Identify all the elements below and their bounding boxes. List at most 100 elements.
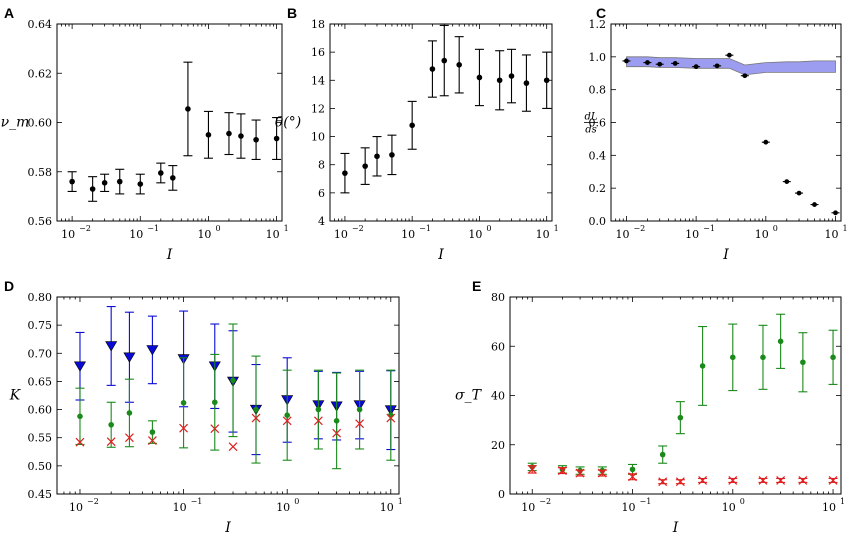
axes-frame — [56, 23, 283, 222]
y-tick-label: 0.4 — [589, 149, 607, 162]
data-point-x — [124, 433, 134, 443]
panel-letter: D — [4, 278, 14, 294]
data-point — [116, 178, 123, 185]
x-tick-exponent: 1 — [840, 497, 845, 506]
y-tick-label: 0.0 — [589, 215, 607, 228]
data-point — [657, 61, 663, 67]
x-tick-exponent: 1 — [284, 224, 289, 233]
x-tick-exponent: 1 — [398, 497, 403, 506]
data-point-x — [776, 476, 786, 485]
data-point — [830, 354, 836, 361]
data-point — [101, 180, 108, 186]
data-point-x — [527, 464, 537, 474]
x-axis-label: I — [166, 247, 173, 263]
data-point-x — [251, 413, 261, 423]
panel-D: D 10 −2 10 −1 10 0 10 1 0.45 0.50 0.55 0.60 0.65 0.70 0… — [4, 278, 403, 533]
x-tick-exponent: −2 — [87, 497, 99, 506]
x-tick-exponent: −1 — [419, 224, 431, 233]
x-tick-label: 10 — [69, 501, 83, 514]
y-tick-label: 0.60 — [28, 117, 53, 130]
data-point-x — [828, 476, 838, 485]
data-point — [763, 139, 769, 145]
data-point — [777, 338, 784, 345]
data-point-x — [658, 477, 668, 487]
axes-frame — [56, 296, 400, 495]
y-tick-label: 0.70 — [28, 347, 53, 360]
data-point — [230, 377, 236, 384]
x-tick-exponent: −2 — [352, 224, 364, 233]
data-point — [253, 406, 259, 413]
x-tick-exponent: −1 — [640, 497, 652, 506]
data-point-x — [758, 476, 768, 485]
data-point-x — [147, 436, 157, 445]
confidence-band — [626, 56, 836, 76]
data-point — [273, 135, 280, 142]
data-point — [659, 451, 666, 458]
series-theta — [340, 24, 552, 194]
y-tick-label: 60 — [491, 340, 505, 353]
data-point-x — [228, 442, 238, 452]
x-axis-label: I — [224, 520, 231, 533]
y-tick-label: 0 — [498, 488, 505, 501]
panel-C: C 10 −2 10 −1 10 0 10 1 0.0 0.2 0.4 0.6 0.8 1.0 1.2 IdL d… — [584, 5, 848, 263]
axes-frame — [329, 23, 553, 222]
x-tick-label: 10 — [536, 228, 550, 241]
data-point — [693, 64, 699, 70]
y-tick-label: 0.50 — [28, 460, 53, 473]
y-tick-label: 10 — [311, 131, 325, 144]
y-tick-label: 0.8 — [589, 84, 607, 97]
x-tick-label: 10 — [722, 501, 736, 514]
y-tick-label: 4 — [318, 215, 325, 228]
x-tick-exponent: 0 — [486, 224, 491, 233]
y-tick-label: 20 — [491, 439, 505, 452]
data-point — [645, 60, 650, 65]
y-axis-label: θ(°) — [275, 115, 301, 131]
x-tick-exponent: −2 — [633, 224, 645, 233]
data-point — [77, 413, 83, 420]
data-point — [389, 152, 395, 158]
data-point — [629, 466, 636, 473]
data-point — [89, 186, 96, 192]
data-point — [714, 63, 720, 69]
panel-letter: B — [287, 5, 297, 21]
data-point — [441, 57, 448, 64]
data-point-x — [798, 476, 808, 485]
x-tick-exponent: 1 — [842, 224, 847, 233]
x-axis-label: I — [437, 247, 444, 263]
y-tick-label: 0.56 — [28, 215, 53, 228]
data-point-x — [597, 468, 607, 478]
x-tick-exponent: 0 — [215, 224, 220, 233]
data-point-x — [313, 416, 323, 426]
x-tick-label: 10 — [197, 228, 211, 241]
y-tick-label: 0.55 — [28, 432, 53, 445]
data-point — [387, 412, 394, 419]
data-point — [833, 210, 838, 216]
data-point-triangle — [146, 345, 159, 356]
data-point-triangle — [73, 361, 87, 372]
y-tick-label: 0.2 — [589, 182, 607, 195]
y-tick-label: 0.45 — [28, 488, 53, 501]
data-point — [729, 354, 736, 361]
data-point — [699, 363, 706, 369]
x-tick-exponent: −1 — [703, 224, 715, 233]
data-point — [126, 410, 133, 416]
data-point — [726, 52, 732, 58]
data-point-x — [282, 416, 292, 426]
axes-frame — [610, 23, 842, 222]
y-tick-label: 0.75 — [28, 319, 53, 332]
data-point — [180, 400, 187, 406]
data-point — [800, 359, 806, 366]
x-tick-label: 10 — [401, 228, 415, 241]
series-nu_m — [67, 61, 282, 202]
x-tick-label: 10 — [266, 228, 280, 241]
data-point-x — [698, 476, 708, 485]
x-tick-exponent: 1 — [554, 224, 559, 233]
data-point-x — [575, 468, 585, 478]
y-tick-label: 0.64 — [28, 18, 53, 31]
y-tick-label: 18 — [311, 18, 325, 31]
data-point — [315, 406, 322, 413]
data-point — [760, 354, 766, 361]
